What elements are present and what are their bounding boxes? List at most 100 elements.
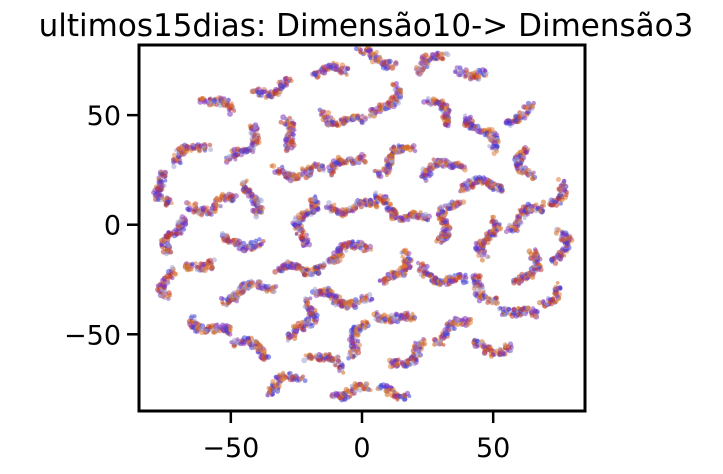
scatter-point — [169, 201, 174, 206]
scatter-point — [337, 368, 342, 374]
scatter-point — [454, 160, 460, 167]
scatter-point — [556, 227, 562, 233]
scatter-point — [440, 164, 445, 169]
scatter-point — [397, 87, 404, 94]
scatter-point — [351, 161, 356, 166]
scatter-point — [285, 263, 291, 270]
scatter-point — [455, 199, 460, 204]
scatter-point — [240, 179, 246, 186]
scatter-point — [288, 333, 294, 339]
scatter-point — [172, 271, 178, 277]
scatter-point — [325, 64, 331, 70]
scatter-point — [253, 138, 260, 145]
scatter-point — [395, 397, 400, 402]
scatter-point — [487, 296, 492, 301]
scatter-point — [402, 271, 408, 277]
scatter-point — [499, 183, 503, 188]
scatter-point — [450, 320, 456, 326]
scatter-point — [345, 244, 350, 249]
scatter-point — [300, 374, 306, 379]
scatter-point — [249, 284, 254, 289]
scatter-point — [257, 237, 262, 242]
scatter-point — [437, 340, 443, 346]
scatter-points — [151, 45, 575, 403]
scatter-point — [159, 288, 163, 292]
scatter-point — [291, 142, 297, 148]
scatter-point — [341, 365, 345, 370]
scatter-point — [249, 124, 254, 130]
scatter-point — [468, 316, 474, 322]
scatter-point — [205, 205, 210, 210]
scatter-point — [186, 201, 192, 207]
scatter-point — [228, 327, 233, 333]
scatter-point — [484, 235, 491, 241]
scatter-point — [293, 328, 299, 334]
scatter-point — [562, 253, 567, 258]
scatter-point — [230, 196, 236, 203]
scatter-point — [362, 50, 367, 56]
scatter-point — [407, 257, 413, 262]
scatter-point — [465, 322, 471, 328]
scatter-point — [363, 381, 369, 387]
scatter-point — [163, 202, 169, 208]
scatter-point — [476, 246, 482, 252]
scatter-point — [358, 245, 363, 251]
scatter-point — [540, 199, 547, 205]
scatter-point — [265, 354, 272, 360]
scatter-point — [201, 263, 206, 268]
scatter-point — [270, 387, 277, 393]
scatter-point — [564, 192, 569, 198]
scatter-point — [273, 86, 279, 93]
scatter-point — [218, 295, 224, 301]
scatter-point — [308, 165, 314, 171]
scatter-point — [421, 57, 427, 63]
scatter-point — [211, 98, 218, 104]
scatter-point — [368, 388, 373, 393]
scatter-point — [223, 233, 229, 238]
scatter-point — [233, 193, 239, 199]
scatter-point — [514, 162, 520, 168]
scatter-point — [367, 243, 374, 250]
scatter-point — [440, 56, 445, 61]
scatter-point — [289, 131, 295, 137]
y-tick-label: 50 — [87, 101, 121, 132]
scatter-point — [555, 281, 560, 285]
scatter-point — [373, 190, 379, 195]
scatter-point — [524, 272, 528, 276]
scatter-point — [312, 264, 318, 270]
x-tick-label: 0 — [353, 433, 370, 464]
scatter-point — [321, 292, 327, 298]
x-tick-label: 50 — [476, 433, 510, 464]
scatter-point — [373, 168, 378, 174]
scatter-point — [371, 107, 376, 111]
scatter-point — [313, 73, 318, 78]
y-tick-label: −50 — [64, 320, 121, 351]
scatter-point — [155, 287, 160, 293]
scatter-point — [403, 392, 407, 397]
scatter-point — [436, 54, 442, 59]
scatter-point — [233, 297, 238, 302]
scatter-point — [231, 153, 237, 159]
scatter-point — [160, 238, 166, 244]
scatter-point — [442, 278, 448, 284]
scatter-point — [357, 201, 363, 207]
scatter-point — [395, 271, 402, 277]
scatter-point — [340, 210, 346, 217]
scatter-point — [508, 341, 513, 346]
scatter-point — [335, 123, 340, 128]
scatter-point — [438, 278, 444, 283]
scatter-point — [172, 152, 177, 157]
scatter-point — [550, 259, 555, 264]
scatter-point — [468, 125, 474, 131]
scatter-point — [235, 291, 242, 298]
scatter-point — [194, 205, 199, 210]
scatter-point — [516, 277, 523, 283]
scatter-point — [163, 278, 167, 283]
scatter-point — [177, 145, 184, 152]
scatter-point — [271, 288, 277, 295]
scatter-point — [387, 317, 391, 322]
scatter-point — [529, 103, 536, 109]
scatter-point — [511, 307, 517, 312]
scatter-point — [493, 147, 498, 152]
scatter-point — [270, 163, 277, 169]
